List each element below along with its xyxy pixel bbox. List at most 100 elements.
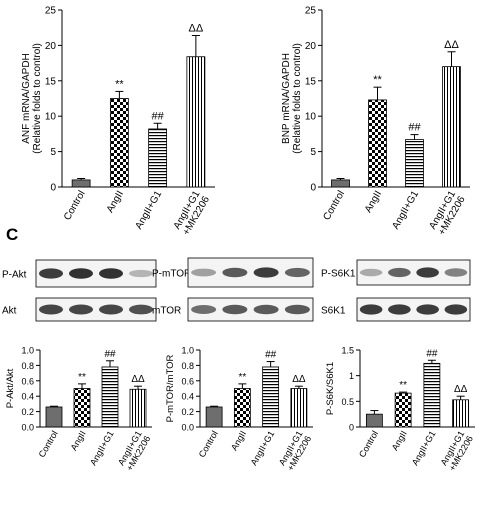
x-tick-label: AngII+G1+MK2206 (171, 189, 212, 238)
blot-band (388, 304, 411, 315)
y-tick-label: 1 (349, 371, 354, 381)
y-axis-label-line: BNP mRNA/GAPDH (281, 53, 292, 144)
blot-band (416, 304, 439, 315)
x-tick-label-line: Control (62, 189, 88, 222)
x-tick-label: Control (357, 429, 380, 459)
y-tick-label: 5 (50, 147, 56, 158)
blot-band (99, 268, 123, 279)
y-axis-label-line: ANF mRNA/GAPDH (21, 53, 32, 144)
y-tick-label: 15 (305, 76, 317, 87)
y-tick-label: 1.0 (181, 346, 194, 356)
blot-band (69, 304, 93, 315)
significance-label: ΔΔ (131, 374, 145, 385)
significance-label: ## (152, 110, 165, 122)
bar (405, 139, 424, 188)
bar (45, 406, 63, 428)
blot-band (444, 268, 468, 277)
significance-label: ## (426, 348, 438, 359)
y-axis-label: ANF mRNA/GAPDH(Relative folds to control… (21, 43, 43, 154)
x-tick-label: AngII+G1 (249, 429, 277, 467)
y-axis-label-line: (Relative folds to control) (292, 43, 303, 154)
bar (452, 399, 470, 428)
y-tick-label: 25 (45, 6, 57, 17)
y-tick-label: 0.8 (21, 361, 34, 371)
x-tick-label-line: AngII (363, 189, 384, 215)
significance-label: ** (115, 78, 124, 90)
y-tick-label: 0.6 (181, 376, 194, 386)
x-tick-label-line: AngII (390, 429, 409, 452)
x-tick-label: AngII+G1+MK2206 (427, 189, 468, 238)
y-tick-label: 15 (45, 76, 57, 87)
blot-akt: Akt (2, 297, 157, 322)
x-tick-label: AngII (390, 429, 409, 452)
y-tick-label: 0.8 (181, 361, 194, 371)
chart-4: 0.0 0.2 0.4 0.6 0.8 1.0 P-mTOR/mTOR Control ** An… (165, 346, 313, 473)
blot-label: P-S6K1 (321, 269, 356, 280)
significance-label: ## (265, 350, 277, 361)
y-tick-label: 0.6 (21, 376, 34, 386)
bar (365, 413, 383, 428)
blot-p-s6k1: P-S6K1 (321, 259, 471, 286)
x-tick-label: AngII (105, 189, 126, 215)
bar (442, 66, 461, 188)
blot-band (129, 269, 153, 278)
significance-label: ** (78, 372, 86, 383)
x-tick-label: AngII+G1+MK2206 (116, 429, 153, 473)
bar (205, 406, 223, 428)
blot-frame (356, 297, 471, 322)
x-tick-label-line: AngII+G1 (249, 429, 277, 467)
blot-label: mTOR (152, 306, 181, 317)
significance-label: ΔΔ (454, 384, 468, 395)
x-tick-label-line: Control (37, 429, 60, 459)
bar (129, 388, 147, 428)
significance-label: ΔΔ (189, 22, 204, 34)
y-tick-label: 20 (45, 41, 57, 52)
x-tick-label: Control (37, 429, 60, 459)
blot-label: P-mTOR (152, 269, 191, 280)
y-tick-label: 0.2 (21, 407, 34, 417)
y-axis-label: P-Akt/Akt (5, 368, 16, 408)
chart-5: 0 0.5 1 1.5 P-S6K/S6K1 Control ** AngII ## AngII+… (325, 346, 475, 473)
bar (109, 98, 129, 188)
y-tick-label: 0 (349, 423, 354, 433)
y-tick-label: 25 (305, 6, 317, 17)
x-tick-label-line: Control (197, 429, 220, 459)
x-tick-label: AngII+G1 (410, 429, 438, 467)
significance-label: ΔΔ (292, 374, 306, 385)
x-tick-label: AngII (69, 429, 88, 452)
y-axis-label-line: P-S6K/S6K1 (325, 362, 336, 415)
y-tick-label: 10 (305, 112, 317, 123)
blot-band (39, 268, 63, 279)
bar (101, 366, 119, 428)
blot-band (284, 267, 310, 278)
y-axis-label: P-S6K/S6K1 (325, 362, 336, 415)
x-tick-label: AngII (363, 189, 384, 215)
western-blots: P-Akt Akt P-mTOR mTOR P-S6K1 S6K1 (2, 257, 471, 322)
x-tick-label-line: AngII+G1 (88, 429, 116, 467)
x-tick-label: AngII+G1 (133, 189, 164, 232)
chart-1: 0 5 10 15 20 25 ANF mRNA/GAPDH(Relative folds … (21, 6, 215, 238)
y-tick-label: 1.5 (341, 346, 354, 356)
x-tick-label-line: AngII+G1 (390, 189, 421, 232)
bar (290, 388, 308, 428)
bar (423, 362, 441, 428)
x-tick-label-line: AngII (105, 189, 126, 215)
blot-label: P-Akt (2, 270, 27, 281)
significance-label: ** (399, 380, 407, 391)
x-tick-label-line: Control (357, 429, 380, 459)
blot-band (359, 268, 383, 277)
blot-band (284, 304, 310, 315)
y-tick-label: 0.4 (181, 392, 194, 402)
x-tick-label-line: AngII (69, 429, 88, 452)
x-tick-label-line: AngII+G1 (133, 189, 164, 232)
y-tick-label: 1.0 (21, 346, 34, 356)
y-axis-label-line: P-Akt/Akt (5, 368, 16, 408)
x-tick-label-line: AngII (229, 429, 248, 452)
y-axis-label: BNP mRNA/GAPDH(Relative folds to control… (281, 43, 303, 154)
x-tick-label-line: AngII+G1 (410, 429, 438, 467)
bar (233, 388, 251, 428)
blot-band (99, 304, 123, 315)
y-tick-label: 0.2 (181, 407, 194, 417)
y-tick-label: 0.4 (21, 392, 34, 402)
y-axis-label: P-mTOR/mTOR (165, 354, 176, 422)
